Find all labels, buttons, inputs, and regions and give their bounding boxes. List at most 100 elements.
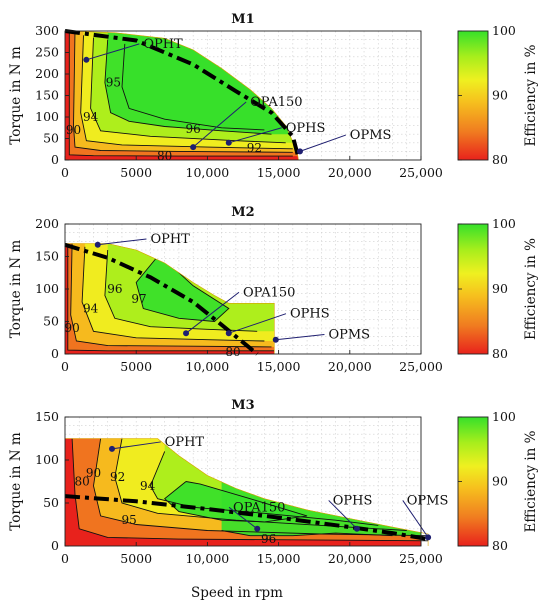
operating-point-marker [183, 330, 190, 337]
operating-point-label: OPMS [328, 328, 370, 343]
contour-label: 96 [261, 532, 276, 546]
chart-title: M1 [231, 12, 254, 27]
operating-point-leader [328, 500, 358, 530]
panel-m1: M1 80 90 92 94 95 96 OPHT OPA150 OPHS OPMS 0 5000 10,… [8, 12, 539, 180]
contour-line [80, 35, 293, 150]
operating-point-label: OPHT [165, 435, 205, 450]
operating-point-label: OPHS [333, 493, 373, 508]
colorbar-tick-label: 80 [492, 152, 508, 167]
contour-line [121, 43, 265, 131]
operating-point-label: OPHT [150, 232, 190, 247]
colorbar-label: Efficiency in % [523, 430, 539, 532]
operating-point-marker [425, 534, 432, 541]
operating-point-leader [299, 134, 346, 152]
y-tick-label: 100 [35, 452, 59, 467]
operating-point-marker [83, 56, 90, 63]
contour-line [164, 481, 308, 523]
colorbar-tick-label: 80 [492, 346, 508, 361]
contour-label: 92 [247, 141, 262, 155]
contour-line [114, 438, 407, 531]
x-tick-label: 15,000 [257, 551, 301, 566]
contour-label: 96 [186, 122, 201, 136]
colorbar-tick-label: 100 [492, 216, 516, 231]
contour-label: 80 [225, 345, 240, 359]
efficiency-band [221, 438, 421, 536]
colorbar [458, 31, 488, 160]
contour-label: 90 [66, 123, 81, 137]
y-tick-label: 50 [43, 314, 59, 329]
x-tick-label: 10,000 [186, 551, 230, 566]
operating-point-marker [225, 330, 232, 337]
operating-point-leader [97, 238, 147, 246]
torque-envelope [65, 243, 275, 354]
y-tick-label: 200 [35, 66, 59, 81]
colorbar-tick-label: 100 [492, 23, 516, 38]
operating-point-label: OPHS [286, 121, 326, 136]
x-tick-label: 25,000 [399, 551, 443, 566]
contour-label: 94 [83, 110, 99, 124]
operating-point-label: OPA150 [233, 500, 285, 515]
contour-label: 94 [140, 479, 156, 493]
y-tick-label: 150 [35, 249, 59, 264]
contour-line [104, 249, 258, 332]
operating-point-leader [86, 43, 140, 61]
contour-label: 97 [131, 292, 146, 306]
y-tick-label: 100 [35, 281, 59, 296]
contour-line [71, 438, 429, 542]
x-axis-label: Speed in rpm [191, 585, 283, 601]
x-tick-label: 25,000 [399, 165, 443, 180]
operating-point-label: OPHS [290, 307, 330, 322]
chart-title: M3 [231, 398, 254, 413]
operating-point-marker [108, 445, 115, 452]
contour-label: 80 [74, 475, 89, 489]
y-tick-label: 100 [35, 109, 59, 124]
operating-point-label: OPMS [407, 493, 449, 508]
y-tick-label: 50 [43, 495, 59, 510]
operating-point-label: OPA150 [250, 95, 302, 110]
operating-point-leader [192, 101, 247, 148]
y-axis-label: Torque in N m [8, 432, 24, 531]
panel-m2: M2 80 90 94 96 97 OPHT OPA150 OPHS OPMS 0 5000 10,00… [8, 205, 539, 374]
operating-point-marker [272, 336, 279, 343]
operating-point-marker [296, 148, 303, 155]
operating-point-marker [190, 144, 197, 151]
operating-point-leader [402, 500, 429, 538]
contour-label: 90 [64, 321, 79, 335]
x-tick-label: 20,000 [328, 551, 372, 566]
x-tick-label: 0 [61, 359, 69, 374]
limit-line [64, 29, 301, 159]
y-tick-label: 200 [35, 216, 59, 231]
colorbar [458, 224, 488, 354]
operating-point-leader [275, 334, 325, 341]
contour-label: 90 [86, 466, 101, 480]
contour-line [81, 246, 265, 342]
contour-label: 95 [121, 513, 136, 527]
x-tick-label: 10,000 [186, 359, 230, 374]
torque-envelope [64, 30, 299, 161]
contour-label: 94 [83, 302, 99, 316]
contour-line [221, 530, 393, 537]
colorbar-tick-label: 80 [492, 538, 508, 553]
colorbar-tick-label: 90 [492, 474, 508, 489]
x-tick-label: 10,000 [186, 165, 230, 180]
x-tick-label: 0 [61, 165, 69, 180]
contour-line [90, 37, 286, 144]
colorbar-label: Efficiency in % [523, 44, 539, 146]
contour-label: 95 [106, 76, 121, 90]
limit-line [64, 242, 259, 356]
operating-point-marker [353, 525, 360, 532]
contour-line [67, 243, 275, 352]
operating-point-label: OPHT [143, 37, 183, 52]
operating-point-leader [185, 291, 240, 334]
limit-line [64, 494, 429, 542]
y-tick-label: 150 [35, 409, 59, 424]
y-tick-label: 250 [35, 45, 59, 60]
operating-point-label: OPMS [350, 128, 392, 143]
x-tick-label: 15,000 [257, 165, 301, 180]
plot-frame [64, 416, 422, 547]
y-tick-label: 300 [35, 23, 59, 38]
operating-point-leader [228, 506, 258, 530]
operating-point-leader [228, 313, 287, 334]
